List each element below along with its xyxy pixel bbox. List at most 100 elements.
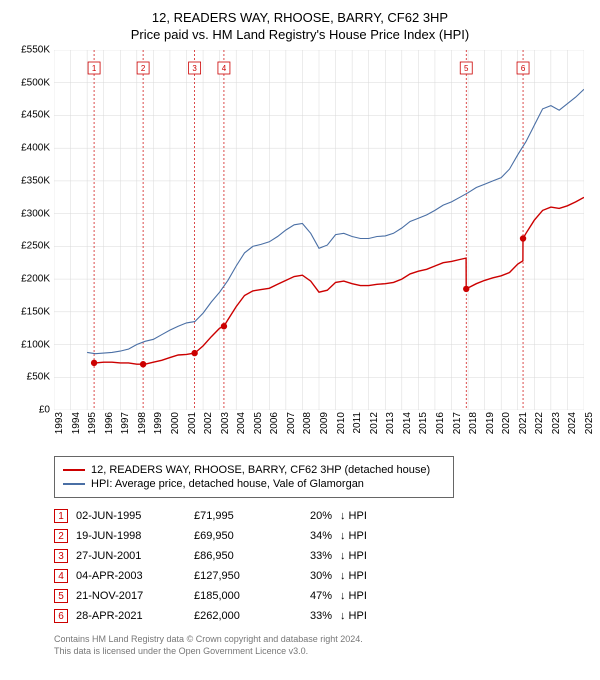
legend-label: HPI: Average price, detached house, Vale… <box>91 478 364 490</box>
transaction-marker: 4 <box>54 569 68 583</box>
transaction-marker: 1 <box>54 509 68 523</box>
y-tick-label: £300K <box>21 208 50 219</box>
x-tick-label: 2015 <box>418 412 429 434</box>
y-tick-label: £0 <box>39 405 50 416</box>
footer-attribution: Contains HM Land Registry data © Crown c… <box>54 634 590 657</box>
x-tick-label: 2003 <box>220 412 231 434</box>
x-tick-label: 2021 <box>518 412 529 434</box>
transaction-row: 6 28-APR-2021 £262,000 33% ↓ HPI <box>54 606 590 626</box>
transaction-price: £262,000 <box>194 610 284 622</box>
y-tick-label: £350K <box>21 175 50 186</box>
transaction-direction: ↓ HPI <box>340 510 390 522</box>
svg-text:6: 6 <box>521 64 526 73</box>
footer-line-1: Contains HM Land Registry data © Crown c… <box>54 634 590 646</box>
transaction-marker: 3 <box>54 549 68 563</box>
svg-text:4: 4 <box>222 64 227 73</box>
y-tick-label: £550K <box>21 45 50 56</box>
transaction-date: 27-JUN-2001 <box>76 550 186 562</box>
transaction-direction: ↓ HPI <box>340 570 390 582</box>
transaction-direction: ↓ HPI <box>340 550 390 562</box>
x-tick-label: 1996 <box>104 412 115 434</box>
y-tick-label: £50K <box>27 372 50 383</box>
x-tick-label: 2006 <box>269 412 280 434</box>
x-tick-label: 2002 <box>203 412 214 434</box>
y-tick-label: £400K <box>21 143 50 154</box>
x-tick-label: 1994 <box>71 412 82 434</box>
x-tick-label: 2016 <box>435 412 446 434</box>
svg-text:3: 3 <box>192 64 197 73</box>
y-axis-labels: £0£50K£100K£150K£200K£250K£300K£350K£400… <box>10 50 52 410</box>
x-tick-label: 2004 <box>236 412 247 434</box>
plot-area: 1 2 3 4 5 6 <box>54 50 584 410</box>
transaction-date: 28-APR-2021 <box>76 610 186 622</box>
transaction-pct: 33% <box>292 610 332 622</box>
legend-row: HPI: Average price, detached house, Vale… <box>63 477 445 491</box>
y-tick-label: £150K <box>21 306 50 317</box>
x-tick-label: 2017 <box>452 412 463 434</box>
footer-line-2: This data is licensed under the Open Gov… <box>54 646 590 658</box>
transaction-pct: 47% <box>292 590 332 602</box>
x-tick-label: 2018 <box>468 412 479 434</box>
legend-row: 12, READERS WAY, RHOOSE, BARRY, CF62 3HP… <box>63 463 445 477</box>
y-tick-label: £100K <box>21 339 50 350</box>
transaction-price: £127,950 <box>194 570 284 582</box>
transaction-pct: 34% <box>292 530 332 542</box>
legend-box: 12, READERS WAY, RHOOSE, BARRY, CF62 3HP… <box>54 456 454 498</box>
transaction-pct: 30% <box>292 570 332 582</box>
transaction-date: 04-APR-2003 <box>76 570 186 582</box>
transaction-date: 02-JUN-1995 <box>76 510 186 522</box>
transaction-row: 3 27-JUN-2001 £86,950 33% ↓ HPI <box>54 546 590 566</box>
svg-text:5: 5 <box>464 64 469 73</box>
x-axis-labels: 1993199419951996199719981999200020012002… <box>54 410 584 446</box>
transaction-price: £185,000 <box>194 590 284 602</box>
x-tick-label: 2013 <box>385 412 396 434</box>
transaction-pct: 33% <box>292 550 332 562</box>
legend-swatch <box>63 469 85 471</box>
transaction-row: 219-JUN-1998£69,95034%↓ HPI <box>54 526 590 546</box>
x-tick-label: 2024 <box>567 412 578 434</box>
x-tick-label: 1999 <box>153 412 164 434</box>
transaction-pct: 20% <box>292 510 332 522</box>
x-tick-label: 1993 <box>54 412 65 434</box>
transaction-date: 19-JUN-1998 <box>76 530 186 542</box>
x-tick-label: 2020 <box>501 412 512 434</box>
x-tick-label: 2011 <box>352 412 363 434</box>
transaction-date: 21-NOV-2017 <box>76 590 186 602</box>
x-tick-label: 1995 <box>87 412 98 434</box>
transaction-row: 1 02-JUN-1995 £71,995 20% ↓ HPI <box>54 506 590 526</box>
y-tick-label: £450K <box>21 110 50 121</box>
x-tick-label: 1997 <box>120 412 131 434</box>
transaction-price: £71,995 <box>194 510 284 522</box>
x-tick-label: 2001 <box>187 412 198 434</box>
chart-title-sub: Price paid vs. HM Land Registry's House … <box>10 27 590 42</box>
transaction-marker: 5 <box>54 589 68 603</box>
legend-swatch <box>63 483 85 485</box>
x-tick-label: 2005 <box>253 412 264 434</box>
transaction-marker: 6 <box>54 609 68 623</box>
x-tick-label: 2010 <box>336 412 347 434</box>
x-tick-label: 2008 <box>302 412 313 434</box>
x-tick-label: 2019 <box>485 412 496 434</box>
svg-text:1: 1 <box>92 64 97 73</box>
transaction-row: 5 21-NOV-2017 £185,000 47% ↓ HPI <box>54 586 590 606</box>
x-tick-label: 2025 <box>584 412 595 434</box>
transaction-direction: ↓ HPI <box>340 590 390 602</box>
x-tick-label: 2023 <box>551 412 562 434</box>
transaction-direction: ↓ HPI <box>340 530 390 542</box>
x-tick-label: 2009 <box>319 412 330 434</box>
x-tick-label: 2007 <box>286 412 297 434</box>
legend-label: 12, READERS WAY, RHOOSE, BARRY, CF62 3HP… <box>91 464 430 476</box>
transaction-row: 4 04-APR-2003 £127,950 30% ↓ HPI <box>54 566 590 586</box>
plot-svg: 1 2 3 4 5 6 <box>54 50 584 410</box>
x-tick-label: 2012 <box>369 412 380 434</box>
x-tick-label: 2022 <box>534 412 545 434</box>
x-tick-label: 2014 <box>402 412 413 434</box>
y-tick-label: £200K <box>21 274 50 285</box>
svg-text:2: 2 <box>141 64 146 73</box>
transaction-price: £86,950 <box>194 550 284 562</box>
y-tick-label: £500K <box>21 77 50 88</box>
chart-title-main: 12, READERS WAY, RHOOSE, BARRY, CF62 3HP <box>10 10 590 25</box>
transactions-table: 1 02-JUN-1995 £71,995 20% ↓ HPI 2 19-JUN-1998 £… <box>54 506 590 626</box>
transaction-marker: 2 <box>54 529 68 543</box>
transaction-direction: ↓ HPI <box>340 610 390 622</box>
